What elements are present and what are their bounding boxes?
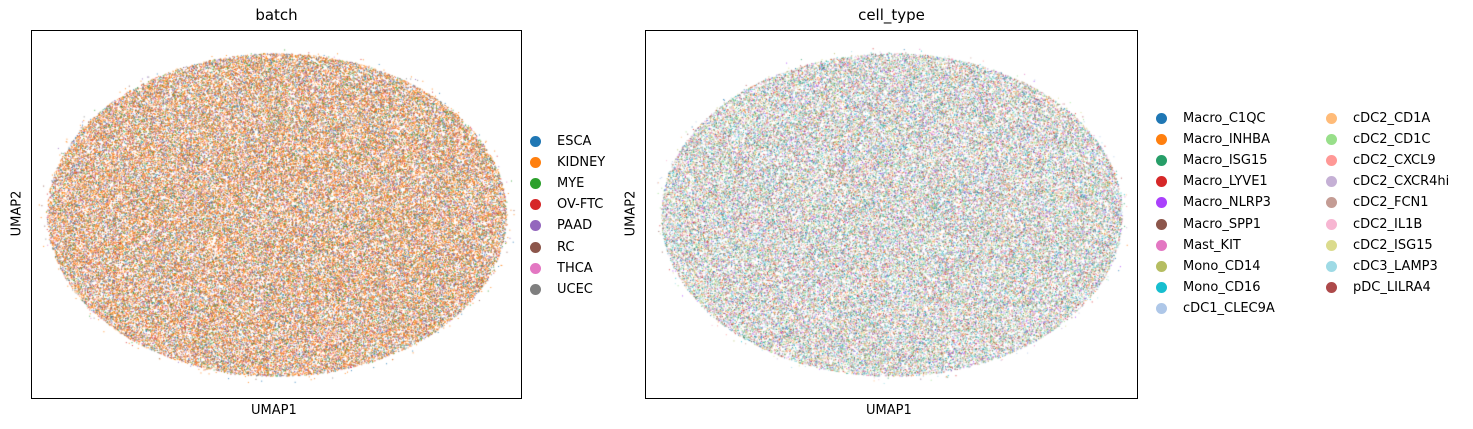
legend-marker: [1156, 218, 1167, 230]
legend-item: UCEC: [530, 279, 593, 300]
legend-item: cDC2_IL1B: [1326, 214, 1422, 235]
legend-label: cDC2_FCN1: [1353, 195, 1429, 211]
legend-marker: [530, 220, 541, 232]
scatter-plot-cell-type: [645, 30, 1138, 399]
x-axis-label-batch: UMAP1: [251, 403, 297, 418]
legend-label: RC: [557, 239, 575, 255]
legend-item: THCA: [530, 258, 593, 279]
legend-marker: [530, 283, 541, 295]
legend-marker: [530, 178, 541, 190]
legend-marker: [1326, 260, 1337, 272]
legend-item: cDC1_CLEC9A: [1156, 298, 1275, 319]
y-axis-label-cell-type: UMAP2: [623, 190, 639, 237]
scatter-points-batch: [32, 31, 521, 398]
legend-label: Macro_INHBA: [1183, 132, 1270, 148]
legend-item: Macro_C1QC: [1156, 108, 1266, 129]
legend-item: Mast_KIT: [1156, 235, 1241, 256]
legend-item: Mono_CD14: [1156, 256, 1261, 277]
legend-marker: [530, 136, 541, 147]
legend-marker: [530, 157, 541, 169]
legend-marker: [530, 199, 541, 211]
legend-item: Macro_SPP1: [1156, 214, 1261, 235]
x-axis-label-cell-type: UMAP1: [866, 403, 912, 418]
legend-label: cDC2_IL1B: [1353, 216, 1423, 232]
legend-label: OV-FTC: [557, 197, 604, 213]
panel-title-batch: batch: [255, 6, 298, 24]
legend-label: MYE: [557, 176, 585, 192]
legend-label: Mono_CD16: [1183, 279, 1261, 295]
legend-label: PAAD: [557, 218, 593, 234]
legend-marker: [1156, 155, 1167, 167]
legend-marker: [1326, 281, 1337, 293]
legend-marker: [1326, 155, 1337, 167]
legend-marker: [530, 262, 541, 274]
legend-label: Macro_NLRP3: [1183, 195, 1271, 211]
legend-label: cDC2_CXCL9: [1353, 153, 1436, 169]
legend-label: Macro_SPP1: [1183, 216, 1262, 232]
legend-label: cDC2_ISG15: [1353, 237, 1433, 253]
legend-item: pDC_LILRA4: [1326, 277, 1431, 298]
legend-label: cDC2_CD1A: [1353, 111, 1431, 126]
legend-marker: [1156, 176, 1167, 188]
legend-label: UCEC: [557, 281, 593, 297]
legend-item: ESCA: [530, 131, 591, 152]
legend-marker: [1156, 113, 1167, 124]
legend-label: cDC3_LAMP3: [1353, 258, 1438, 274]
legend-marker: [1156, 197, 1167, 209]
scatter-plot-batch: [31, 30, 522, 399]
legend-label: Mast_KIT: [1183, 237, 1241, 253]
legend-label: cDC2_CD1C: [1353, 132, 1431, 148]
legend-label: Mono_CD14: [1183, 258, 1261, 274]
legend-item: OV-FTC: [530, 194, 603, 215]
legend-marker: [1326, 176, 1337, 188]
legend-marker: [1326, 197, 1337, 209]
legend-item: cDC2_CD1C: [1326, 129, 1430, 150]
legend-marker: [1156, 239, 1167, 251]
legend-item: cDC3_LAMP3: [1326, 256, 1438, 277]
legend-marker: [1326, 134, 1337, 146]
legend-label: Macro_C1QC: [1183, 111, 1266, 126]
legend-label: THCA: [557, 260, 593, 276]
legend-item: Macro_ISG15: [1156, 150, 1268, 171]
legend-batch: ESCA KIDNEY MYE OV-FTC PAAD RC THCA UCEC: [530, 131, 640, 301]
legend-marker: [1156, 260, 1167, 272]
legend-marker: [1326, 218, 1337, 230]
legend-label: Macro_LYVE1: [1183, 174, 1268, 190]
legend-item: Mono_CD16: [1156, 277, 1261, 298]
y-axis-label-batch: UMAP2: [9, 190, 25, 237]
legend-marker: [1326, 239, 1337, 251]
legend-marker: [1326, 113, 1337, 124]
legend-marker: [1156, 134, 1167, 146]
legend-label: cDC1_CLEC9A: [1183, 300, 1275, 316]
legend-label: Macro_ISG15: [1183, 153, 1268, 169]
legend-item: cDC2_CXCL9: [1326, 150, 1436, 171]
legend-item: Macro_NLRP3: [1156, 192, 1271, 213]
legend-marker: [1156, 302, 1167, 314]
legend-marker: [1156, 281, 1167, 293]
legend-item: cDC2_CD1A: [1326, 108, 1430, 129]
legend-item: MYE: [530, 173, 584, 194]
legend-item: KIDNEY: [530, 152, 605, 173]
legend-label: cDC2_CXCR4hi: [1353, 174, 1450, 190]
panel-title-cell-type: cell_type: [858, 6, 925, 24]
legend-item: cDC2_CXCR4hi: [1326, 171, 1449, 192]
legend-item: Macro_LYVE1: [1156, 171, 1268, 192]
legend-label: ESCA: [557, 134, 592, 149]
legend-marker: [530, 241, 541, 253]
legend-item: PAAD: [530, 215, 592, 236]
legend-item: cDC2_ISG15: [1326, 235, 1433, 256]
legend-item: Macro_INHBA: [1156, 129, 1270, 150]
scatter-points-cell-type: [646, 31, 1137, 398]
legend-item: RC: [530, 237, 574, 258]
legend-label: pDC_LILRA4: [1353, 279, 1431, 295]
legend-item: cDC2_FCN1: [1326, 192, 1429, 213]
legend-label: KIDNEY: [557, 155, 606, 171]
legend-cell-type: Macro_C1QC Macro_INHBA Macro_ISG15 Macro_LY…: [1156, 108, 1466, 328]
